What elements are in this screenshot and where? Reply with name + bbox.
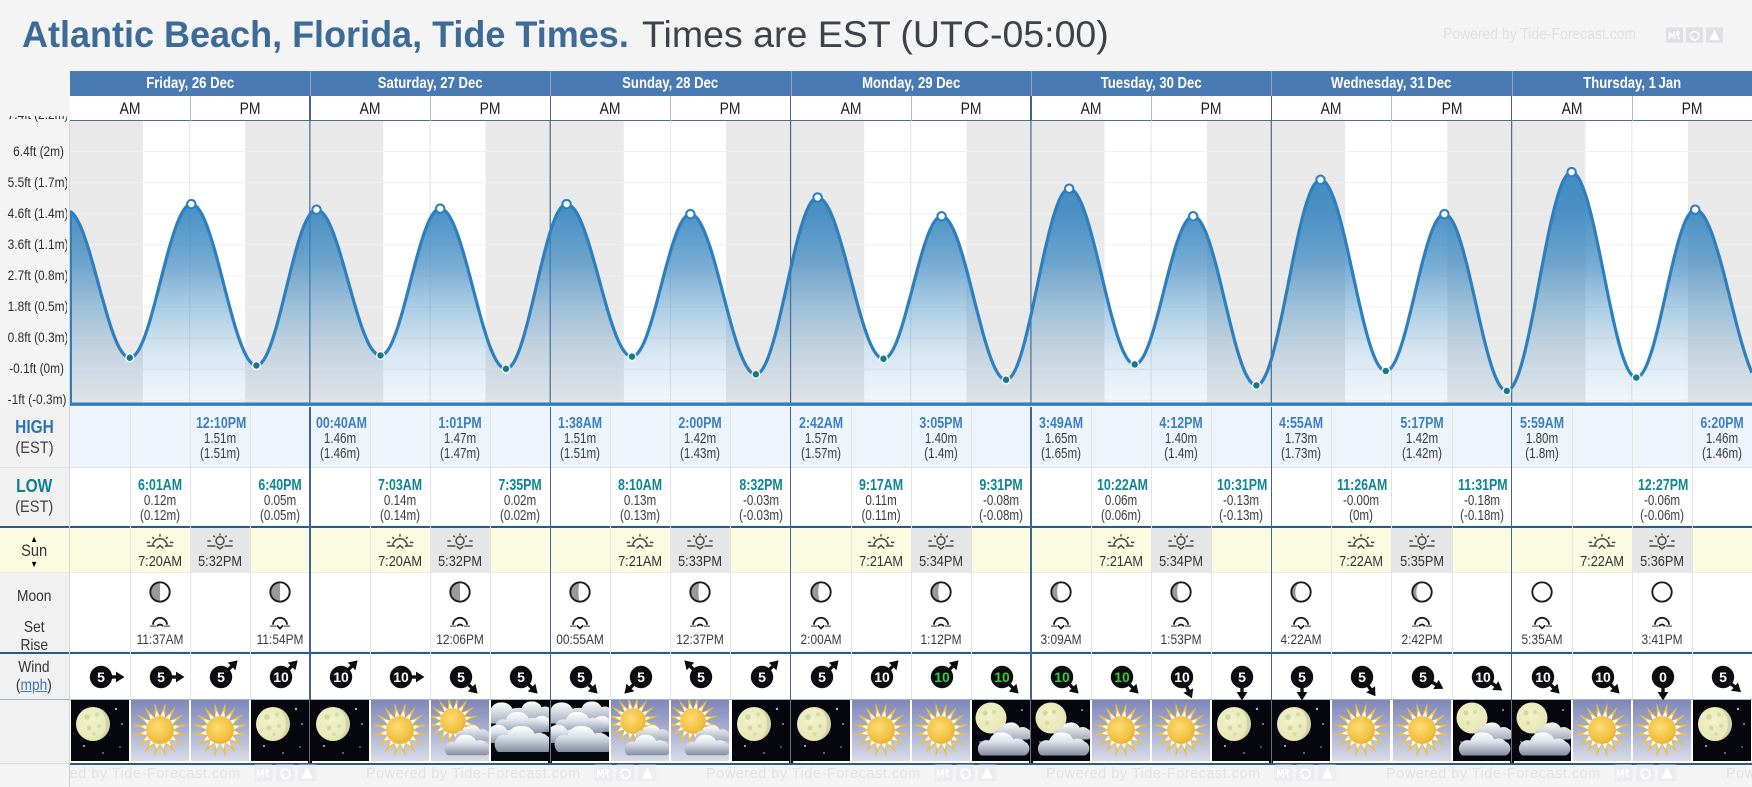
svg-text:5: 5 [1419,669,1427,685]
svg-text:5: 5 [1238,669,1246,685]
svg-text:10: 10 [1054,669,1070,685]
svg-text:5: 5 [517,669,525,685]
svg-text:5: 5 [157,669,165,685]
svg-text:10: 10 [393,669,409,685]
svg-text:10: 10 [1535,669,1551,685]
svg-text:5: 5 [1359,669,1367,685]
svg-text:10: 10 [333,669,349,685]
svg-text:0: 0 [1659,669,1667,685]
svg-text:5: 5 [217,669,225,685]
svg-text:5: 5 [97,669,105,685]
svg-text:10: 10 [1174,669,1190,685]
svg-text:5: 5 [818,669,826,685]
svg-text:5: 5 [1298,669,1306,685]
svg-text:10: 10 [1595,669,1611,685]
svg-text:10: 10 [1475,669,1491,685]
svg-text:5: 5 [637,669,645,685]
svg-text:10: 10 [994,669,1010,685]
svg-text:5: 5 [457,669,465,685]
svg-text:10: 10 [934,669,950,685]
svg-text:5: 5 [698,669,706,685]
svg-text:10: 10 [273,669,289,685]
svg-text:5: 5 [577,669,585,685]
svg-text:10: 10 [1114,669,1130,685]
svg-text:5: 5 [758,669,766,685]
svg-text:10: 10 [874,669,890,685]
svg-text:5: 5 [1719,669,1727,685]
